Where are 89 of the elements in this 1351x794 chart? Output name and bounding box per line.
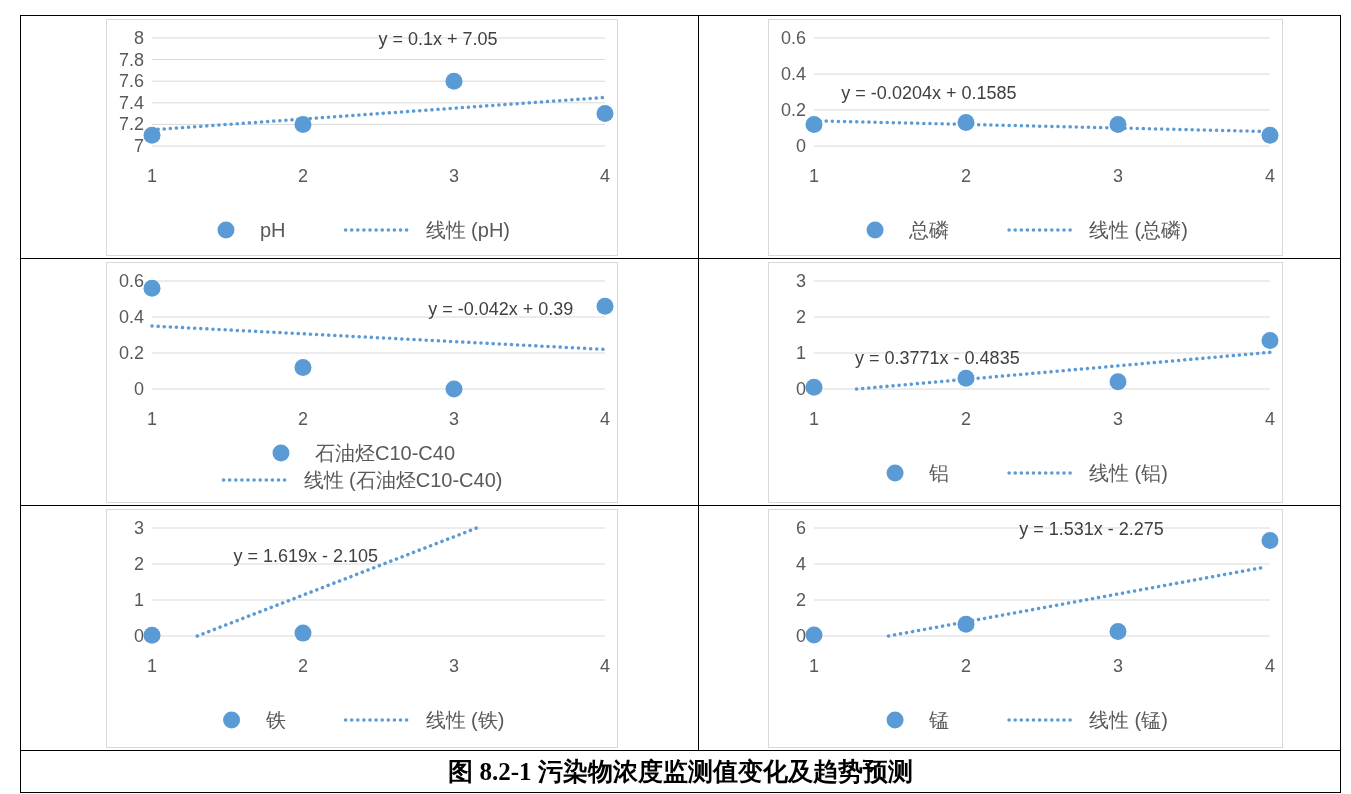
legend-label: 总磷 <box>908 219 950 241</box>
x-tick-label: 1 <box>146 409 158 429</box>
legend-label: pH <box>259 219 286 241</box>
x-tick-label: 2 <box>960 166 972 186</box>
annotation: y = -0.0204x + 0.1585 <box>841 83 1017 103</box>
y-tick-label: 7.4 <box>118 92 144 113</box>
legend-label: 线性 (铝) <box>1089 462 1168 484</box>
x-tick-label: 4 <box>599 409 611 429</box>
legend-label: 线性 (石油烃C10-C40) <box>303 469 503 491</box>
y-tick-label: 6 <box>795 518 806 538</box>
x-tick-label: 1 <box>146 656 158 676</box>
x-tick-label: 4 <box>1264 166 1276 186</box>
y-tick-label: 0.6 <box>780 28 806 48</box>
y-tick-label: 0.6 <box>118 271 144 291</box>
y-tick-label: 1 <box>795 343 806 363</box>
legend-label: 铁 <box>264 709 286 731</box>
x-tick-label: 2 <box>297 166 309 186</box>
y-tick-label: 2 <box>795 590 806 610</box>
point <box>957 615 975 633</box>
y-tick-label: 0 <box>133 626 144 646</box>
x-tick-label: 4 <box>1264 656 1276 676</box>
x-tick-label: 1 <box>808 166 820 186</box>
point <box>596 105 614 123</box>
legend-label: 石油烃C10-C40 <box>314 442 456 464</box>
annotation: y = 1.619x - 2.105 <box>233 546 379 566</box>
x-tick-label: 3 <box>448 409 460 429</box>
point <box>1109 115 1127 133</box>
point <box>445 380 463 398</box>
point <box>596 297 614 315</box>
y-tick-label: 0.2 <box>780 100 806 120</box>
x-tick-label: 4 <box>599 656 611 676</box>
y-tick-label: 0.2 <box>118 343 144 363</box>
point <box>1261 126 1279 144</box>
x-tick-label: 1 <box>808 656 820 676</box>
x-tick-label: 3 <box>448 656 460 676</box>
x-tick-label: 1 <box>808 409 820 429</box>
y-tick-label: 7.2 <box>118 114 144 135</box>
x-tick-label: 2 <box>297 656 309 676</box>
y-tick-label: 1 <box>133 590 144 610</box>
legend-label: 线性 (锰) <box>1089 709 1168 731</box>
y-tick-label: 0 <box>795 379 806 399</box>
y-tick-label: 0.4 <box>780 64 806 84</box>
y-tick-label: 3 <box>133 518 144 538</box>
x-tick-label: 3 <box>1112 656 1124 676</box>
point <box>957 369 975 387</box>
annotation: y = -0.042x + 0.39 <box>428 299 574 319</box>
point <box>1109 623 1127 640</box>
legend-label: 线性 (总磷) <box>1089 219 1188 241</box>
legend-label: 线性 (pH) <box>425 219 511 241</box>
point <box>805 378 823 396</box>
y-tick-label: 4 <box>795 554 806 574</box>
y-tick-label: 2 <box>795 307 806 327</box>
x-tick-label: 4 <box>1264 409 1276 429</box>
y-tick-label: 8 <box>133 28 144 48</box>
x-tick-label: 2 <box>960 656 972 676</box>
y-tick-label: 7.6 <box>118 71 144 92</box>
point <box>1261 331 1279 349</box>
annotation: y = 0.3771x - 0.4835 <box>855 347 1020 368</box>
x-tick-label: 3 <box>1112 409 1124 429</box>
annotation: y = 0.1x + 7.05 <box>378 29 498 49</box>
annotation: y = 1.531x - 2.275 <box>1019 519 1164 539</box>
x-tick-label: 1 <box>146 166 158 186</box>
y-tick-label: 2 <box>133 554 144 574</box>
text: 图 8.2-1 污染物浓度监测值变化及趋势预测 <box>20 750 1341 793</box>
x-tick-label: 3 <box>1112 166 1124 186</box>
point <box>1109 373 1127 391</box>
point <box>957 114 975 132</box>
x-tick-label: 3 <box>448 166 460 186</box>
y-tick-label: 0 <box>795 136 806 156</box>
y-tick-label: 3 <box>795 271 806 291</box>
point <box>805 626 823 644</box>
point <box>445 72 463 90</box>
legend-label: 线性 (铁) <box>425 709 505 731</box>
x-tick-label: 4 <box>599 166 611 186</box>
x-tick-label: 2 <box>960 409 972 429</box>
y-tick-label: 7 <box>133 136 144 156</box>
legend-label: 铝 <box>928 462 950 484</box>
legend-label: 锰 <box>928 709 950 731</box>
point <box>143 126 161 144</box>
y-tick-label: 7.8 <box>118 49 144 70</box>
point <box>143 279 161 297</box>
point <box>294 358 312 376</box>
point <box>805 115 823 133</box>
y-tick-label: 0 <box>795 626 806 646</box>
point <box>294 115 312 133</box>
point <box>1261 532 1279 550</box>
x-tick-label: 2 <box>297 409 309 429</box>
y-tick-label: 0 <box>133 379 144 399</box>
y-tick-label: 0.4 <box>118 307 144 327</box>
